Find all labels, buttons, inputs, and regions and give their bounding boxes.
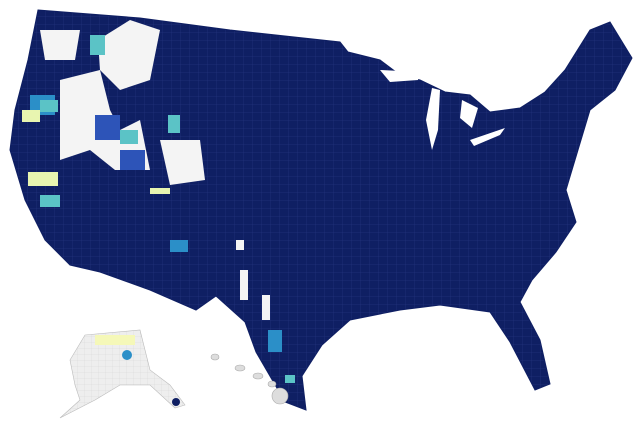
county-light: [90, 35, 105, 55]
alaska-county: [122, 350, 132, 360]
hawaii-island: [271, 387, 289, 405]
lake: [426, 88, 440, 150]
county-pale: [150, 188, 170, 194]
no-data-region: [240, 270, 248, 300]
county-pale: [28, 172, 58, 186]
county-mid: [170, 240, 188, 252]
no-data-region: [40, 30, 80, 60]
county-light: [40, 100, 58, 112]
lake: [380, 70, 420, 82]
hawaii-island: [252, 372, 264, 380]
no-data-region: [262, 295, 270, 320]
county-mid: [95, 115, 120, 140]
county-mid: [268, 330, 282, 352]
hawaii: [210, 353, 289, 405]
county-light: [120, 130, 138, 144]
hawaii-island: [210, 353, 220, 361]
county-light: [285, 375, 295, 383]
county-pale: [22, 110, 40, 122]
no-data-region: [98, 20, 160, 90]
county-light: [168, 115, 180, 133]
alaska: [59, 329, 186, 419]
lake: [460, 100, 478, 128]
county-light: [40, 195, 60, 207]
alaska-county: [95, 335, 135, 345]
county-mid: [120, 150, 145, 170]
no-data-region: [160, 140, 205, 185]
hawaii-island: [267, 380, 277, 388]
alaska-county: [172, 398, 180, 406]
hawaii-island: [234, 364, 246, 372]
lake: [470, 128, 505, 146]
no-data-region: [236, 240, 244, 250]
